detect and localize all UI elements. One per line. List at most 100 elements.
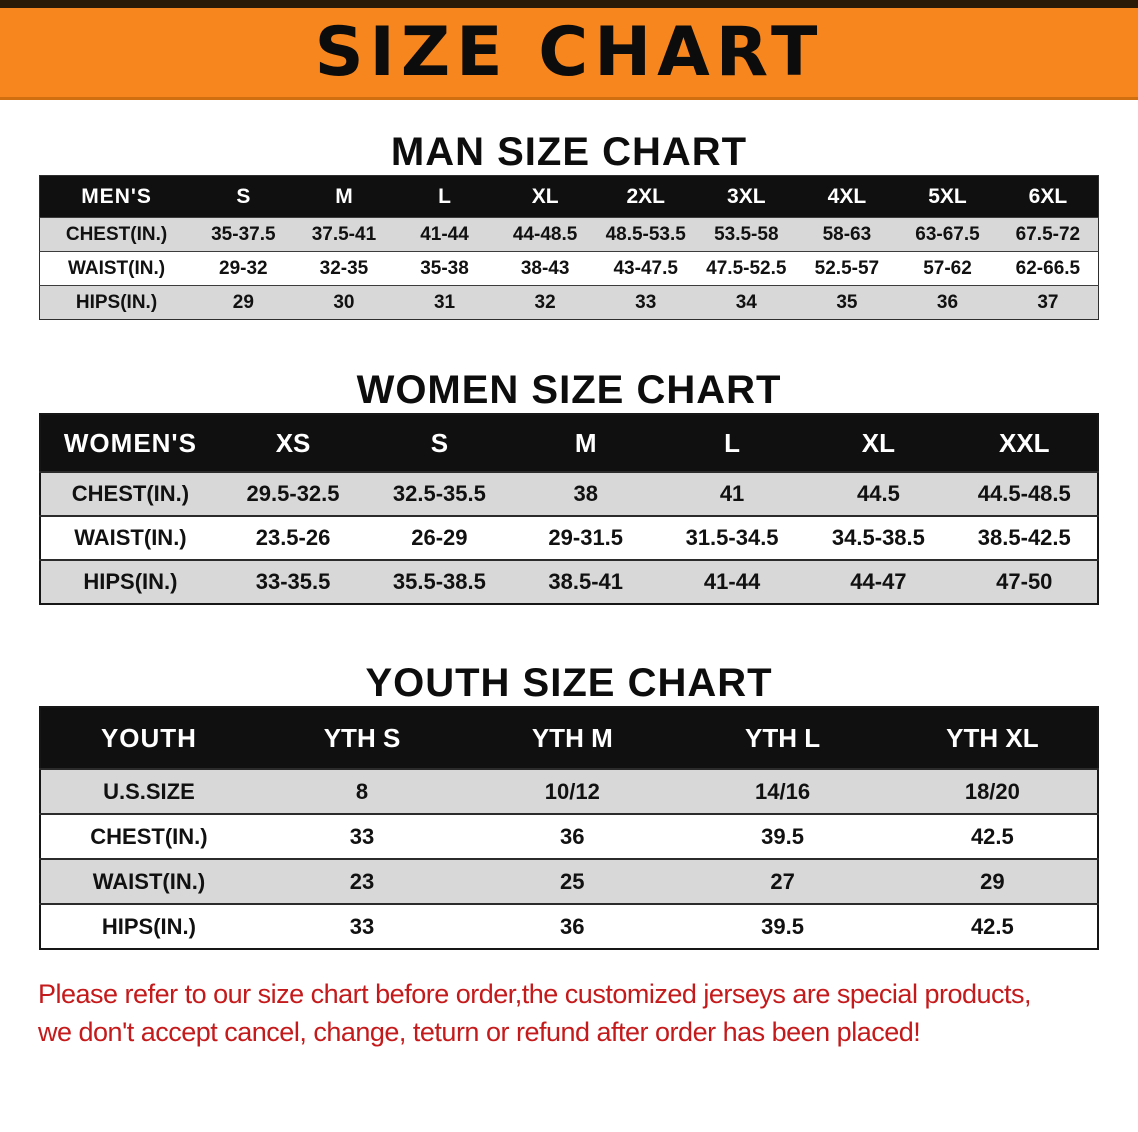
size-value-cell: 38.5-41 [512,559,659,604]
size-value-cell: 34 [696,285,797,320]
size-value-cell: 29 [193,285,294,320]
row-label: HIPS(IN.) [39,285,194,320]
row-label: WAIST(IN.) [39,251,194,286]
size-column-header: XS [219,414,367,472]
row-label: U.S.SIZE [40,768,257,814]
men-size-table: MEN'S S M L XL 2XL 3XL 4XL 5XL 6XL CHEST(IN.) 35-37… [39,175,1099,320]
size-value-cell: 62-66.5 [997,251,1099,286]
size-column-header: YTH S [256,707,468,769]
women-table-title-cell: WOMEN'S [40,414,220,472]
size-value-cell: 48.5-53.5 [595,217,697,252]
size-value-cell: 44-47 [805,559,952,604]
size-value-cell: 29-31.5 [512,515,659,560]
size-value-cell: 41-44 [394,217,495,252]
measurement-row: WAIST(IN.) 23.5-26 26-29 29-31.5 31.5-34.5 34… [40,515,1098,560]
size-value-cell: 33 [256,903,468,949]
size-value-cell: 18/20 [887,768,1098,814]
size-value-cell: 25 [467,858,678,904]
row-label: HIPS(IN.) [40,559,220,604]
size-value-cell: 41 [658,471,806,516]
size-value-cell: 58-63 [796,217,898,252]
youth-table-title-cell: YOUTH [40,707,257,769]
size-value-cell: 35-38 [394,251,495,286]
size-value-cell: 23 [256,858,468,904]
size-value-cell: 33-35.5 [219,559,367,604]
men-section-heading: MAN SIZE CHART [390,130,748,174]
size-chart-banner: SIZE CHART [0,0,1138,100]
size-value-cell: 35.5-38.5 [366,559,513,604]
women-section-heading: WOMEN SIZE CHART [356,368,782,412]
size-value-cell: 38-43 [494,251,596,286]
size-column-header: 3XL [696,175,797,218]
measurement-row: HIPS(IN.) 29 30 31 32 33 34 35 36 37 [39,285,1099,320]
youth-header-row: YOUTH YTH S YTH M YTH L YTH XL [40,707,1098,769]
size-column-header: YTH XL [887,707,1098,769]
size-column-header: 6XL [997,175,1099,218]
size-value-cell: 39.5 [677,903,888,949]
measurement-row: CHEST(IN.) 35-37.5 37.5-41 41-44 44-48.5 48.5… [39,217,1099,252]
size-column-header: YTH M [467,707,678,769]
size-value-cell: 14/16 [677,768,888,814]
size-value-cell: 33 [595,285,697,320]
size-value-cell: 29-32 [193,251,294,286]
size-value-cell: 32.5-35.5 [366,471,513,516]
size-value-cell: 33 [256,813,468,859]
size-value-cell: 52.5-57 [796,251,898,286]
size-column-header: YTH L [677,707,888,769]
size-column-header: 2XL [595,175,697,218]
size-value-cell: 63-67.5 [897,217,998,252]
size-value-cell: 26-29 [366,515,513,560]
measurement-row: CHEST(IN.) 29.5-32.5 32.5-35.5 38 41 44.5 44.5… [40,471,1098,516]
size-column-header: S [193,175,294,218]
size-column-header: XL [805,414,952,472]
size-column-header: S [366,414,513,472]
size-column-header: 5XL [897,175,998,218]
size-value-cell: 44-48.5 [494,217,596,252]
size-value-cell: 34.5-38.5 [805,515,952,560]
size-value-cell: 36 [467,813,678,859]
disclaimer: Please refer to our size chart before or… [38,976,1100,1052]
size-value-cell: 29.5-32.5 [219,471,367,516]
disclaimer-line-2: we don't accept cancel, change, teturn o… [38,1016,921,1047]
size-column-header: 4XL [796,175,898,218]
row-label: CHEST(IN.) [39,217,194,252]
men-header-row: MEN'S S M L XL 2XL 3XL 4XL 5XL 6XL [39,175,1099,218]
disclaimer-line-1: Please refer to our size chart before or… [38,979,1032,1009]
women-size-table: WOMEN'S XS S M L XL XXL CHEST(IN.) 29.5-32.5 32.5… [39,413,1099,605]
size-value-cell: 37.5-41 [293,217,395,252]
size-column-header: L [658,414,806,472]
size-value-cell: 42.5 [887,903,1098,949]
measurement-row: HIPS(IN.) 33-35.5 35.5-38.5 38.5-41 41-44 44-… [40,559,1098,604]
size-value-cell: 36 [897,285,998,320]
row-label: WAIST(IN.) [40,858,257,904]
men-table-title-cell: MEN'S [39,175,194,218]
size-value-cell: 38.5-42.5 [951,515,1098,560]
size-value-cell: 35 [796,285,898,320]
size-value-cell: 27 [677,858,888,904]
size-value-cell: 32-35 [293,251,395,286]
size-value-cell: 35-37.5 [193,217,294,252]
youth-section-heading: YOUTH SIZE CHART [365,661,773,705]
size-value-cell: 42.5 [887,813,1098,859]
size-column-header: L [394,175,495,218]
size-value-cell: 47-50 [951,559,1098,604]
size-column-header: XL [494,175,596,218]
row-label: CHEST(IN.) [40,813,257,859]
size-value-cell: 47.5-52.5 [696,251,797,286]
size-column-header: M [293,175,395,218]
size-value-cell: 44.5 [805,471,952,516]
size-value-cell: 43-47.5 [595,251,697,286]
size-value-cell: 36 [467,903,678,949]
row-label: HIPS(IN.) [40,903,257,949]
measurement-row: U.S.SIZE 8 10/12 14/16 18/20 [40,768,1098,814]
size-value-cell: 8 [256,768,468,814]
row-label: WAIST(IN.) [40,515,220,560]
size-value-cell: 39.5 [677,813,888,859]
page-title: SIZE CHART [314,13,824,92]
size-value-cell: 32 [494,285,596,320]
size-value-cell: 23.5-26 [219,515,367,560]
measurement-row: WAIST(IN.) 29-32 32-35 35-38 38-43 43-47.5 47.… [39,251,1099,286]
youth-size-table: YOUTH YTH S YTH M YTH L YTH XL U.S.SIZE 8 10/12… [39,706,1099,950]
size-value-cell: 67.5-72 [997,217,1099,252]
size-value-cell: 10/12 [467,768,678,814]
